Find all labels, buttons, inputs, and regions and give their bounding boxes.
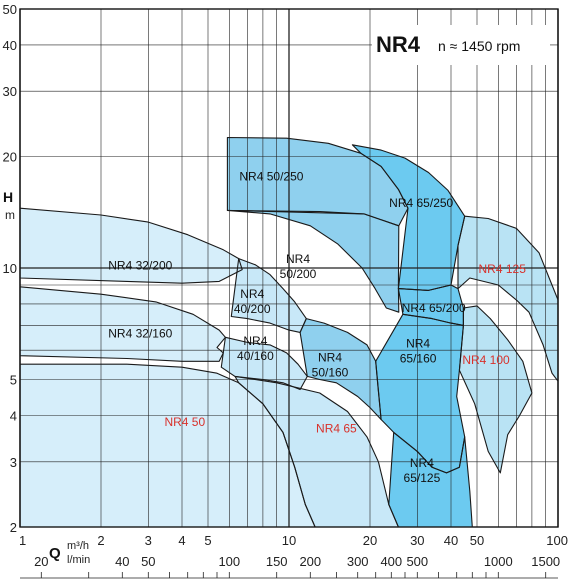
- label-nr4-40-160-line2: 40/160: [237, 349, 274, 363]
- label-nr4-65: NR4 65: [316, 421, 357, 435]
- area-nr4-40-200: [231, 258, 307, 333]
- label-nr4-65-160-line2: 65/160: [400, 352, 437, 366]
- y-axis-label: H: [3, 189, 13, 205]
- x-tick-label-m3h: 40: [444, 533, 458, 548]
- outline-nr4-40-160: [220, 336, 308, 391]
- label-nr4-32-160: NR4 32/160: [108, 326, 172, 340]
- x-tick-label-lmin: 150: [266, 554, 288, 569]
- y-tick-label: 30: [3, 84, 17, 99]
- label-nr4-125: NR4 125: [479, 262, 527, 276]
- label-nr4-65-250: NR4 65/250: [389, 196, 453, 210]
- y-tick-label: 2: [10, 520, 17, 535]
- x-axis-unit-primary: m³/h: [67, 540, 89, 552]
- label-nr4-65-125-line2: 65/125: [404, 471, 441, 485]
- label-nr4-50-160-line1: NR4: [318, 350, 342, 364]
- label-nr4-50-160-line2: 50/160: [312, 365, 349, 379]
- area-nr4-65-200: [398, 285, 464, 326]
- title-box: NR4 n ≈ 1450 rpm: [372, 25, 550, 65]
- area-labels: NR4 50/250 NR4 65/250 NR4 125 NR4 65/200 NR4…: [108, 170, 526, 486]
- x-tick-label-lmin: 500: [406, 554, 428, 569]
- outline-nr4-65: [234, 375, 399, 528]
- y-tick-label: 3: [10, 455, 17, 470]
- x-tick-label-m3h: 1: [19, 533, 26, 548]
- x-tick-label-lmin: 200: [299, 554, 321, 569]
- x-tick-label-m3h: 2: [97, 533, 104, 548]
- area-nr4-50-250: [227, 137, 408, 226]
- label-nr4-50: NR4 50: [164, 415, 205, 429]
- area-outlines: [19, 136, 559, 528]
- y-tick-labels: 2 3 4 5 10 20 30 40 50: [3, 2, 17, 535]
- x-tick-label-m3h: 50: [470, 533, 484, 548]
- x-tick-label-lmin: 400: [380, 554, 402, 569]
- y-tick-label: 10: [3, 261, 17, 276]
- x-tick-label-lmin: 20: [34, 554, 48, 569]
- label-nr4-65-125-line1: NR4: [410, 456, 434, 470]
- area-nr4-65-160: [375, 314, 465, 473]
- y-tick-label: 5: [10, 373, 17, 388]
- x-tick-label-lmin: 1500: [531, 554, 560, 569]
- label-nr4-50-200-line2: 50/200: [280, 267, 317, 281]
- x-axis-title: Q m³/h l/min: [49, 540, 90, 566]
- area-nr4-100: [459, 305, 532, 473]
- y-tick-label: 50: [3, 2, 17, 17]
- x-tick-label-lmin: 100: [218, 554, 240, 569]
- coverage-areas: [20, 137, 558, 527]
- outline-nr4-32-160: [19, 286, 226, 362]
- x-tick-label-m3h: 100: [546, 533, 568, 548]
- area-nr4-50: [20, 364, 316, 527]
- chart-title: NR4: [376, 32, 421, 57]
- y-axis-unit: m: [5, 208, 15, 222]
- x-tick-label-m3h: 20: [363, 533, 377, 548]
- x-tick-label-lmin: 300: [347, 554, 369, 569]
- label-nr4-65-200: NR4 65/200: [402, 301, 466, 315]
- outline-nr4-100: [458, 305, 533, 474]
- label-nr4-50-200-line1: NR4: [286, 252, 310, 266]
- area-nr4-65-250: [352, 144, 465, 291]
- x-tick-labels: 1 2 3 4 5 10 20 30 40 50 100 20 40 50 100 150 200 300 400 5…: [19, 533, 568, 579]
- x-axis-unit-secondary: l/min: [67, 554, 90, 566]
- y-axis-title: H m: [3, 189, 15, 222]
- area-nr4-50-160: [300, 318, 382, 420]
- y-tick-label: 40: [3, 38, 17, 53]
- label-nr4-40-160-line1: NR4: [243, 334, 267, 348]
- x-tick-label-m3h: 4: [178, 533, 185, 548]
- x-tick-label-lmin: 50: [141, 554, 155, 569]
- label-nr4-40-200-line1: NR4: [240, 287, 264, 301]
- x-tick-label-lmin: 40: [115, 554, 129, 569]
- area-nr4-125: [458, 216, 558, 382]
- x-tick-label-m3h: 5: [204, 533, 211, 548]
- area-nr4-32-200: [20, 208, 243, 284]
- area-nr4-65: [235, 376, 399, 527]
- label-nr4-65-160-line1: NR4: [406, 337, 430, 351]
- x-tick-label-m3h: 30: [410, 533, 424, 548]
- y-tick-label: 4: [10, 409, 17, 424]
- label-nr4-32-200: NR4 32/200: [108, 259, 172, 273]
- y-tick-label: 20: [3, 150, 17, 165]
- label-nr4-40-200-line2: 40/200: [234, 302, 271, 316]
- chart-subtitle: n ≈ 1450 rpm: [438, 38, 520, 54]
- outline-nr4-50-160: [299, 318, 382, 421]
- label-nr4-100: NR4 100: [462, 353, 510, 367]
- area-nr4-32-160: [20, 286, 226, 362]
- x-tick-label-m3h: 3: [145, 533, 152, 548]
- x-tick-label-lmin: 1000: [484, 554, 513, 569]
- label-nr4-50-250: NR4 50/250: [239, 170, 303, 184]
- outline-nr4-50-200: [226, 209, 400, 313]
- x-tick-label-m3h: 10: [282, 533, 296, 548]
- outline-nr4-125: [457, 215, 559, 382]
- area-nr4-50-200: [227, 210, 399, 313]
- x-axis-label: Q: [49, 545, 61, 562]
- area-nr4-65-125: [388, 432, 473, 527]
- outline-nr4-32-200: [19, 207, 243, 284]
